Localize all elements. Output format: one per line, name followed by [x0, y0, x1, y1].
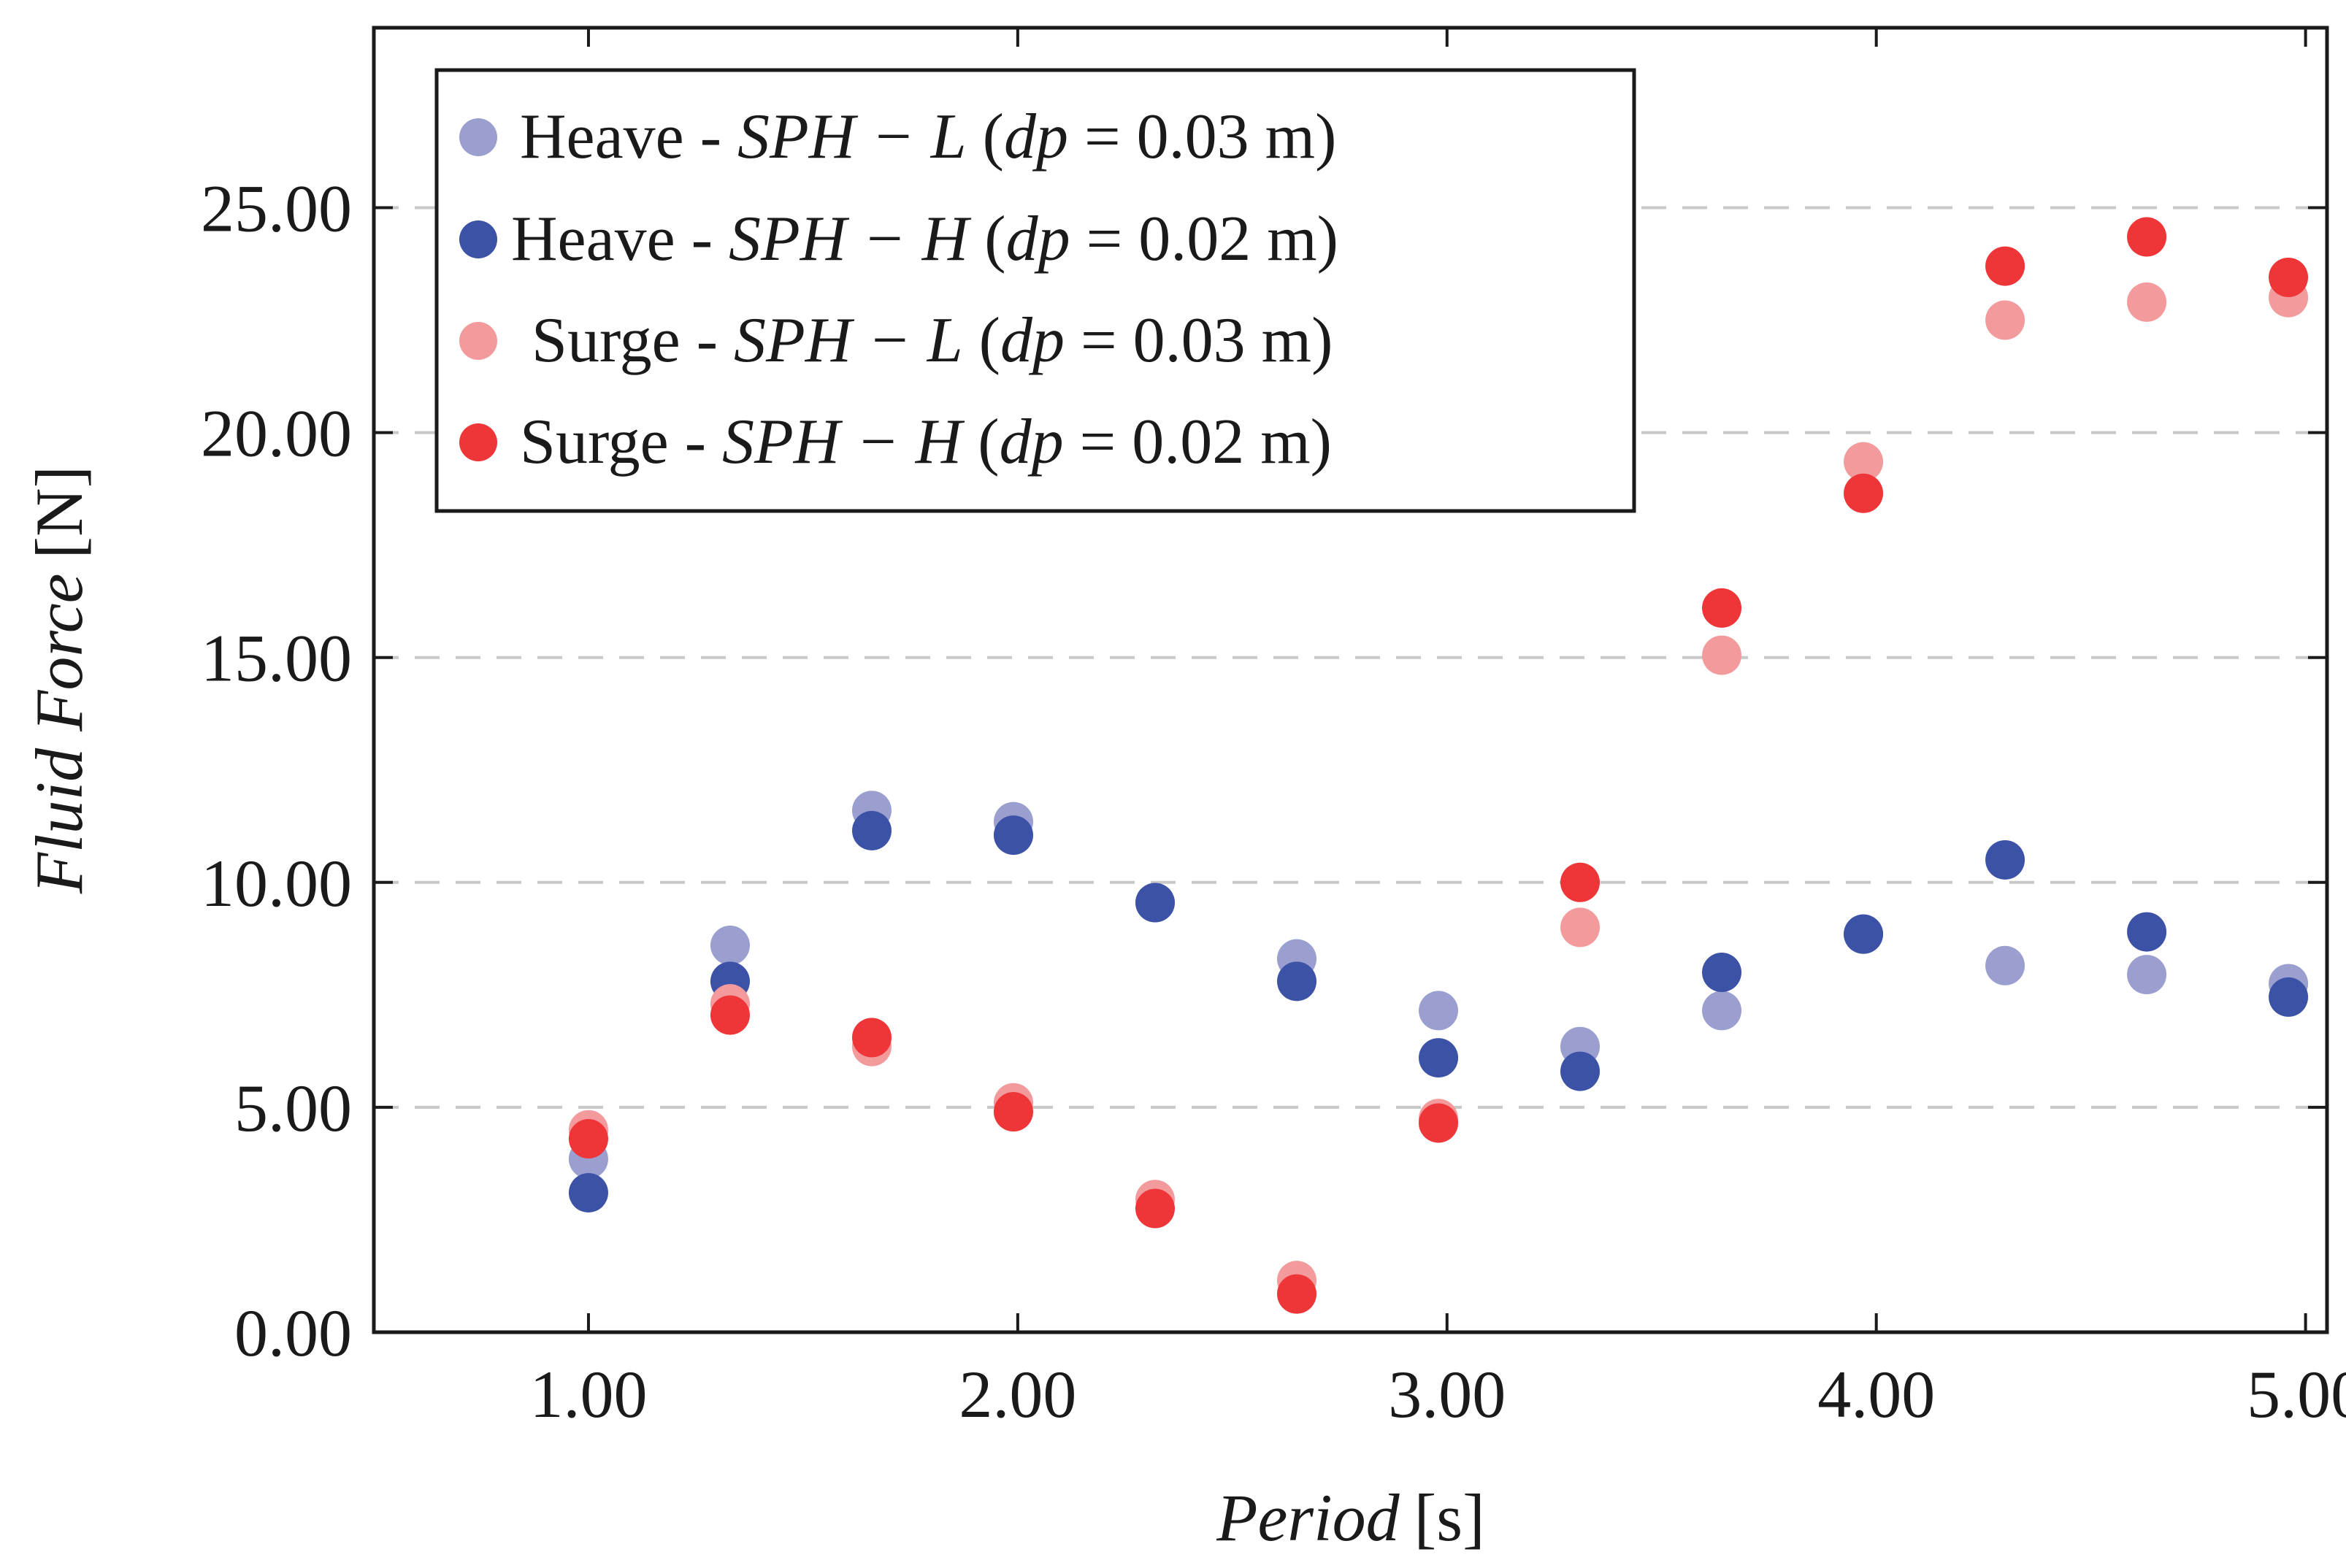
x-axis-title-unit: [s]	[1414, 1480, 1485, 1555]
plot-frame	[372, 26, 2329, 1334]
axis-ticks: 0.00 5.00 10.00 15.00 20.00 25.00 1.00 2.00 3.00…	[201, 28, 2346, 1431]
point-surge-h	[2269, 257, 2309, 297]
point-surge-l	[1702, 635, 1742, 675]
point-heave-h	[2269, 977, 2309, 1017]
legend-label-var: dp	[1000, 407, 1064, 477]
x-tick-label: 2.00	[959, 1357, 1076, 1431]
point-surge-h	[1277, 1274, 1317, 1314]
x-axis-title: Period [s]	[1216, 1480, 1484, 1555]
y-axis-title-italic: Fluid Force	[22, 574, 96, 895]
legend-label-open: (	[962, 407, 999, 477]
point-heave-l	[1419, 991, 1459, 1031]
y-tick-label: 25.00	[201, 171, 352, 245]
point-surge-l	[1985, 300, 2025, 340]
y-tick-label: 15.00	[201, 621, 352, 696]
point-heave-l	[1985, 945, 2025, 985]
legend-label-surge-h: Surge - SPH − H (dp = 0.02 m)	[520, 407, 1332, 477]
legend: Heave - SPH − L (dp = 0.03 m) Heave - SP…	[434, 68, 1636, 513]
point-heave-h	[1135, 883, 1175, 923]
x-tick-label: 3.00	[1388, 1357, 1506, 1431]
legend-label-open: (	[967, 101, 1004, 172]
legend-marker-surge-h	[459, 423, 497, 461]
point-heave-h	[1844, 914, 1884, 954]
x-axis-title-italic: Period	[1216, 1480, 1400, 1555]
legend-label-heave-h: Heave - SPH − H (dp = 0.02 m)	[511, 204, 1338, 274]
point-heave-l	[2127, 955, 2167, 995]
y-axis-title-unit: [N]	[22, 466, 96, 559]
point-heave-l	[1702, 991, 1742, 1031]
x-tick-label: 5.00	[2247, 1357, 2346, 1431]
point-surge-l	[2127, 282, 2167, 322]
legend-label-math: SPH − L	[737, 101, 967, 172]
legend-label-open: (	[963, 305, 1000, 376]
legend-label-prefix: Heave -	[511, 204, 729, 274]
point-surge-h	[710, 995, 750, 1035]
point-heave-h	[568, 1172, 608, 1212]
point-surge-h	[2127, 217, 2167, 257]
x-tick-label: 1.00	[529, 1357, 647, 1431]
point-surge-h	[1560, 862, 1601, 902]
legend-label-var: dp	[1004, 101, 1068, 172]
point-surge-h	[1419, 1103, 1459, 1143]
y-tick-label: 0.00	[234, 1296, 352, 1370]
point-heave-h	[2127, 912, 2167, 952]
legend-label-value: = 0.03 m)	[1068, 101, 1336, 172]
point-heave-h	[993, 815, 1033, 856]
legend-label-surge-l: Surge - SPH − L (dp = 0.03 m)	[532, 305, 1333, 376]
data-points	[568, 217, 2309, 1314]
legend-label-math: SPH − H	[729, 204, 972, 274]
legend-label-var: dp	[1000, 305, 1065, 376]
point-surge-h	[1844, 473, 1884, 513]
y-tick-label: 20.00	[201, 396, 352, 471]
point-heave-h	[1419, 1038, 1459, 1078]
legend-label-heave-l: Heave - SPH − L (dp = 0.03 m)	[520, 101, 1336, 172]
point-surge-h	[1135, 1188, 1175, 1229]
legend-label-value: = 0.03 m)	[1065, 305, 1333, 376]
x-tick-label: 4.00	[1817, 1357, 1935, 1431]
point-surge-h	[568, 1119, 608, 1159]
point-heave-l	[710, 926, 750, 966]
legend-label-var: dp	[1006, 204, 1070, 274]
point-surge-h	[1985, 246, 2025, 286]
legend-label-prefix: Heave -	[520, 101, 737, 172]
point-surge-h	[1702, 588, 1742, 628]
legend-box	[434, 68, 1636, 513]
y-tick-label: 5.00	[234, 1071, 352, 1145]
legend-label-open: (	[968, 204, 1005, 274]
legend-label-math: SPH − H	[722, 407, 965, 477]
legend-marker-surge-l	[459, 322, 497, 360]
point-heave-h	[1277, 961, 1317, 1002]
legend-label-prefix: Surge -	[520, 407, 722, 477]
point-heave-h	[1702, 953, 1742, 993]
legend-marker-heave-l	[459, 118, 497, 156]
legend-label-value: = 0.02 m)	[1070, 204, 1338, 274]
point-heave-h	[1985, 839, 2025, 880]
point-heave-h	[1560, 1051, 1601, 1091]
point-heave-h	[851, 810, 892, 850]
legend-label-value: = 0.02 m)	[1064, 407, 1332, 477]
point-surge-l	[1560, 907, 1601, 948]
legend-marker-heave-h	[459, 220, 497, 258]
point-surge-h	[851, 1018, 892, 1058]
legend-label-math: SPH − L	[734, 305, 963, 376]
y-axis-title: Fluid Force [N]	[22, 466, 96, 894]
point-surge-l	[1844, 442, 1884, 482]
point-surge-h	[993, 1092, 1033, 1132]
legend-label-prefix: Surge -	[532, 305, 734, 376]
y-tick-label: 10.00	[201, 846, 352, 921]
